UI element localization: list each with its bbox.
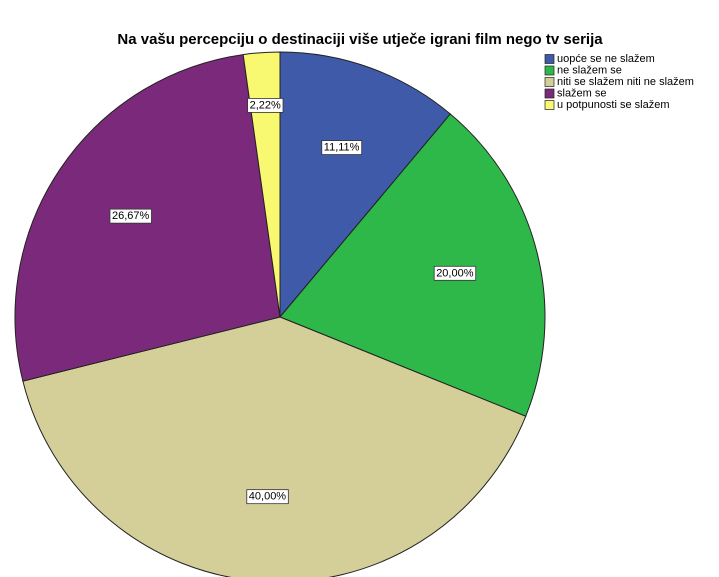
legend-swatch <box>544 88 555 99</box>
pie-slice <box>279 51 452 319</box>
data-label-box <box>433 265 477 281</box>
data-label-box <box>246 489 289 505</box>
legend-swatch <box>544 77 555 87</box>
chart-title: Na vašu percepciju o destinaciji više ut… <box>117 31 603 48</box>
legend-label: u potpunosti se slažem <box>557 99 670 111</box>
legend-label: ne slažem se <box>557 64 622 76</box>
legend-label: slažem se <box>557 87 607 99</box>
pie-slice <box>279 113 546 417</box>
legend-label: niti se slažem niti ne slažem <box>557 76 694 88</box>
data-label: 20,00% <box>436 267 474 279</box>
legend-label: uopće se ne slažem <box>557 53 655 65</box>
data-label: 40,00% <box>249 491 287 503</box>
legend-swatch <box>544 54 555 64</box>
data-label-box <box>321 140 363 155</box>
legend-swatch <box>544 65 555 76</box>
pie-slice <box>242 51 281 318</box>
pie-slice <box>22 316 527 577</box>
data-label: 11,11% <box>324 142 360 154</box>
data-label: 26,67% <box>112 210 150 222</box>
data-label: 2,22% <box>250 99 281 111</box>
data-label-box <box>109 208 152 224</box>
legend-swatch <box>544 100 555 110</box>
data-label-box <box>247 98 284 113</box>
